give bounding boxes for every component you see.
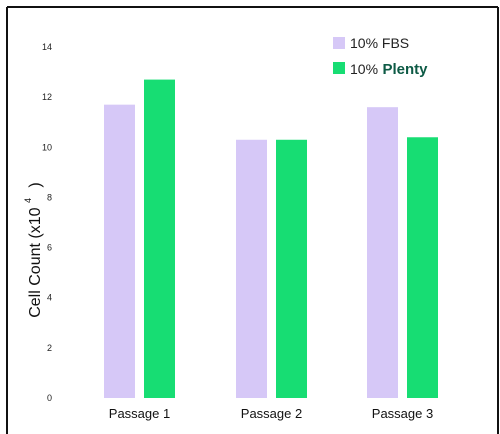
legend-label-plenty: 10% Plenty bbox=[350, 61, 428, 78]
legend-label-plenty-brand: Plenty bbox=[382, 61, 428, 78]
legend-label-fbs: 10% FBS bbox=[350, 35, 409, 51]
x-category-label: Passage 2 bbox=[241, 406, 302, 421]
y-tick-label: 12 bbox=[42, 92, 52, 102]
bar-plenty-passage-3 bbox=[407, 137, 438, 398]
y-tick-label: 4 bbox=[47, 293, 52, 303]
y-axis-label-close: ) bbox=[27, 182, 44, 187]
legend-label-fbs-suffix: FBS bbox=[382, 35, 409, 51]
y-tick-label: 2 bbox=[47, 343, 52, 353]
y-tick-label: 10 bbox=[42, 142, 52, 152]
bars-group bbox=[104, 80, 438, 398]
y-tick-label: 8 bbox=[47, 192, 52, 202]
x-axis-categories: Passage 1 Passage 2 Passage 3 bbox=[109, 406, 433, 421]
legend: 10% FBS 10% Plenty bbox=[333, 35, 428, 78]
legend-swatch-fbs bbox=[333, 37, 345, 49]
x-category-label: Passage 3 bbox=[372, 406, 433, 421]
y-axis-label-exponent: 4 bbox=[23, 198, 33, 203]
legend-label-fbs-prefix: 10% bbox=[350, 35, 378, 51]
x-category-label: Passage 1 bbox=[109, 406, 170, 421]
bar-plenty-passage-1 bbox=[144, 80, 175, 398]
bar-plenty-passage-2 bbox=[276, 140, 307, 398]
bar-fbs-passage-3 bbox=[367, 107, 398, 398]
svg-text:Cell Count (x10 4: Cell Count (x10 4 ) bbox=[18, 182, 44, 318]
y-axis-label-main: Cell Count (x10 bbox=[27, 207, 44, 317]
bar-fbs-passage-2 bbox=[236, 140, 267, 398]
legend-swatch-plenty bbox=[333, 62, 345, 74]
bar-fbs-passage-1 bbox=[104, 105, 135, 398]
y-tick-label: 0 bbox=[47, 393, 52, 403]
y-axis-label: Cell Count (x10 4 ) bbox=[18, 182, 44, 318]
y-tick-label: 6 bbox=[47, 243, 52, 253]
y-tick-label: 14 bbox=[42, 42, 52, 52]
legend-label-plenty-prefix: 10% bbox=[350, 61, 378, 77]
